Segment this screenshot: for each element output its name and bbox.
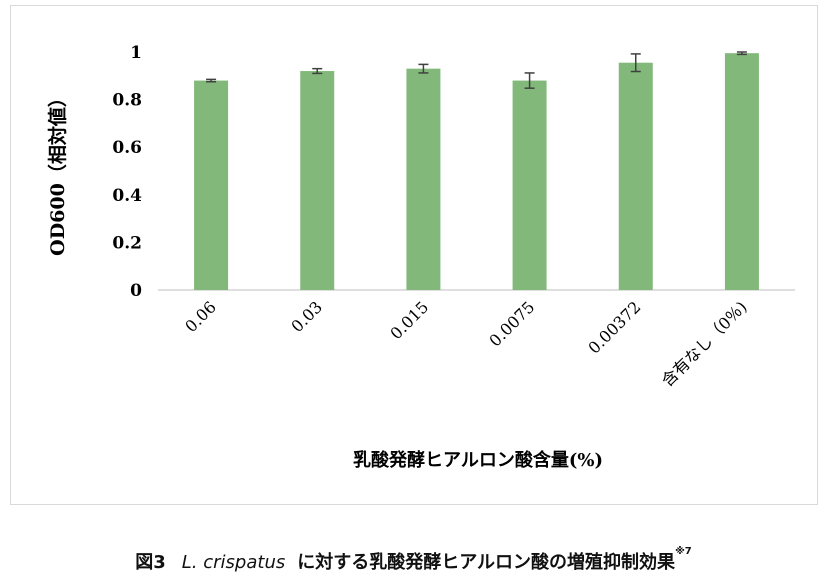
y-tick-label: 0 xyxy=(130,281,142,301)
x-tick-label: 0.06 xyxy=(181,297,220,336)
figure-caption: 図3 L. crispatus に対する乳酸発酵ヒアルロン酸の増殖抑制効果※7 xyxy=(0,546,827,574)
x-tick-label: 0.03 xyxy=(287,297,326,336)
x-axis-label: 乳酸発酵ヒアルロン酸含量(%) xyxy=(353,449,603,471)
y-tick-label: 0.6 xyxy=(112,138,142,158)
bar xyxy=(512,80,547,290)
y-axis-label: OD600（相対値） xyxy=(46,88,69,256)
bar xyxy=(618,62,653,291)
caption-prefix: 図3 xyxy=(135,552,166,573)
x-tick-label: 0.015 xyxy=(386,297,432,343)
y-tick-label: 0.8 xyxy=(112,91,142,111)
bar xyxy=(194,80,229,290)
y-tick-label: 0.2 xyxy=(112,233,142,253)
caption-note: ※7 xyxy=(675,546,692,557)
caption-species: L. crispatus xyxy=(181,552,286,573)
bar-chart: OD600（相対値） 乳酸発酵ヒアルロン酸含量(%) 0 0.2 0.4 0.6 0.8… xyxy=(46,43,795,471)
bar xyxy=(724,53,759,290)
x-tick-label: 含有なし（0％) xyxy=(658,297,751,390)
x-tick-label: 0.0075 xyxy=(485,297,538,350)
y-tick-label: 0.4 xyxy=(112,186,142,206)
x-tick-label: 0.00372 xyxy=(584,297,644,357)
caption-text: に対する乳酸発酵ヒアルロン酸の増殖抑制効果 xyxy=(297,552,676,573)
bar xyxy=(300,71,335,290)
bar xyxy=(406,68,441,290)
y-tick-label: 1 xyxy=(130,43,142,63)
